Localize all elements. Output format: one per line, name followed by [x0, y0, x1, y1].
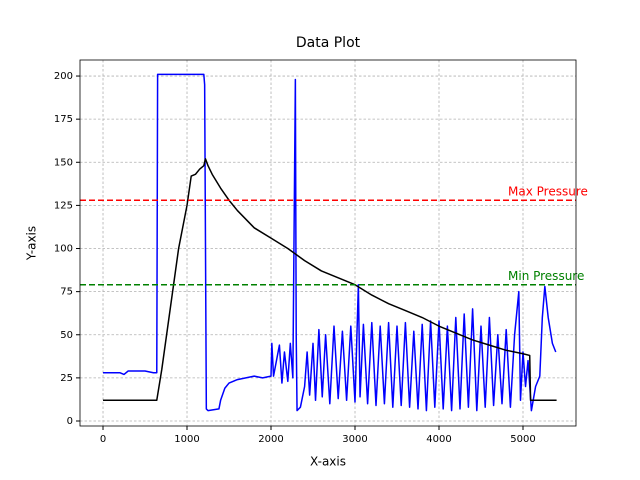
y-tick-label: 150 — [54, 157, 73, 168]
x-tick-label: 2000 — [258, 434, 283, 445]
reference-label: Max Pressure — [508, 185, 588, 199]
x-tick-label: 4000 — [426, 434, 451, 445]
chart-title: Data Plot — [296, 35, 361, 51]
y-tick-label: 175 — [54, 114, 73, 125]
data-line — [103, 73, 557, 412]
y-tick-label: 75 — [60, 287, 73, 298]
y-tick-label: 0 — [67, 416, 73, 427]
y-tick-label: 25 — [60, 373, 73, 384]
x-axis-label: X-axis — [310, 455, 346, 469]
x-tick-label: 1000 — [174, 434, 199, 445]
y-tick-label: 200 — [54, 71, 73, 82]
data-line — [103, 158, 557, 402]
y-tick-label: 50 — [60, 330, 73, 341]
y-tick-label: 100 — [54, 244, 73, 255]
x-tick-label: 3000 — [342, 434, 367, 445]
x-tick-label: 5000 — [510, 434, 535, 445]
x-tick-label: 0 — [100, 434, 106, 445]
reference-label: Min Pressure — [508, 269, 584, 283]
plot-frame — [79, 59, 577, 427]
y-axis-label: Y-axis — [25, 226, 39, 261]
y-tick-label: 125 — [54, 200, 73, 211]
